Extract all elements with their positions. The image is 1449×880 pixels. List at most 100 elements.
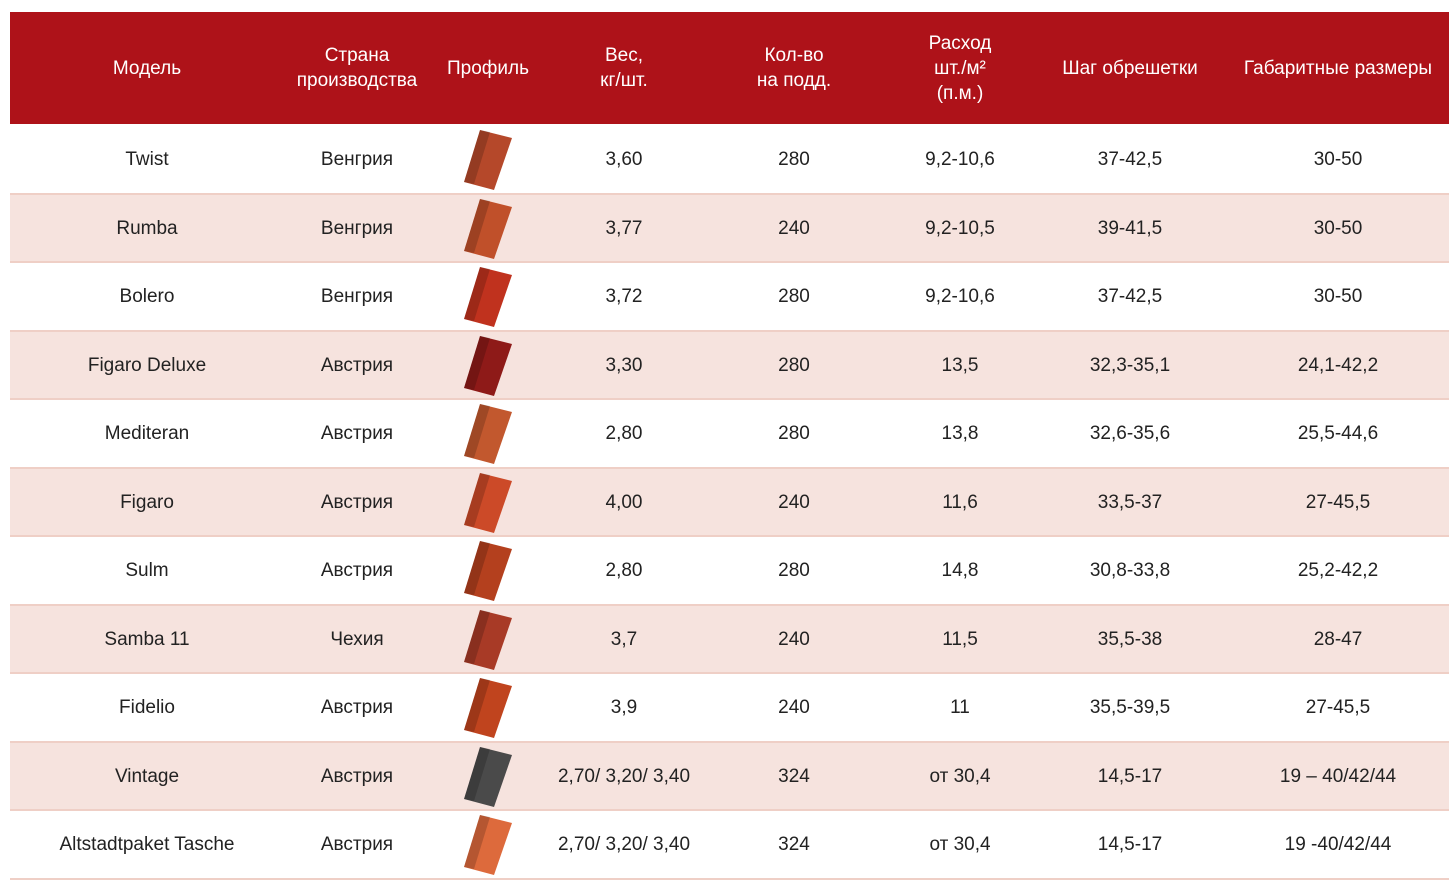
table-cell: 30-50 <box>1223 126 1449 195</box>
tile-icon <box>460 402 516 466</box>
table-cell: Австрия <box>277 469 437 538</box>
table-cell: 35,5-38 <box>1040 606 1220 675</box>
table-cell: 280 <box>714 400 874 469</box>
table-cell: Figaro Deluxe <box>17 332 277 401</box>
header-text: шт./м² <box>934 56 986 81</box>
table-cell: 280 <box>714 126 874 195</box>
table-cell: 3,7 <box>539 606 709 675</box>
tile-icon <box>460 471 516 535</box>
table-cell: 240 <box>714 469 874 538</box>
header-text: Шаг обрешетки <box>1062 56 1198 81</box>
header-text: Модель <box>113 56 181 81</box>
tile-icon <box>460 745 516 809</box>
table-cell: 2,70/ 3,20/ 3,40 <box>539 811 709 880</box>
table-cell: 11,6 <box>880 469 1040 538</box>
page: Модель Странапроизводства Профиль Вес,кг/шт… <box>0 0 1449 871</box>
header-text: производства <box>297 68 418 93</box>
table-cell: Австрия <box>277 811 437 880</box>
table-cell: 39-41,5 <box>1040 195 1220 264</box>
tile-icon <box>460 539 516 603</box>
table-cell: 30-50 <box>1223 195 1449 264</box>
table-cell: 9,2-10,6 <box>880 263 1040 332</box>
table-cell: 14,5-17 <box>1040 743 1220 812</box>
tile-icon <box>460 676 516 740</box>
table-cell: 13,8 <box>880 400 1040 469</box>
header-cell: Шаг обрешетки <box>1040 12 1220 124</box>
table-cell: 2,80 <box>539 537 709 606</box>
table-cell: 324 <box>714 811 874 880</box>
table-cell: 25,5-44,6 <box>1223 400 1449 469</box>
table-cell: 33,5-37 <box>1040 469 1220 538</box>
table-cell: Чехия <box>277 606 437 675</box>
table-cell: 32,3-35,1 <box>1040 332 1220 401</box>
table-cell: Altstadtpaket Tasche <box>17 811 277 880</box>
table-cell: 3,77 <box>539 195 709 264</box>
header-cell: Профиль <box>438 12 538 124</box>
table-cell: Австрия <box>277 332 437 401</box>
tile-icon <box>460 265 516 329</box>
table-cell: 280 <box>714 263 874 332</box>
table-cell: от 30,4 <box>880 743 1040 812</box>
table-cell: 280 <box>714 332 874 401</box>
table-cell: 13,5 <box>880 332 1040 401</box>
table-cell: 324 <box>714 743 874 812</box>
header-text: на подд. <box>757 68 831 93</box>
header-text: кг/шт. <box>600 68 648 93</box>
table-cell: Figaro <box>17 469 277 538</box>
table-cell: 32,6-35,6 <box>1040 400 1220 469</box>
table-cell: 35,5-39,5 <box>1040 674 1220 743</box>
table-cell: Twist <box>17 126 277 195</box>
table-cell: Венгрия <box>277 263 437 332</box>
header-cell: Модель <box>17 12 277 124</box>
table-cell: 240 <box>714 674 874 743</box>
table-cell: 37-42,5 <box>1040 126 1220 195</box>
table-cell: 11,5 <box>880 606 1040 675</box>
table-cell: 3,9 <box>539 674 709 743</box>
table-cell: 4,00 <box>539 469 709 538</box>
tile-icon <box>460 334 516 398</box>
table-cell: 3,60 <box>539 126 709 195</box>
table-cell: 19 -40/42/44 <box>1223 811 1449 880</box>
table-cell: Sulm <box>17 537 277 606</box>
table-cell: 19 – 40/42/44 <box>1223 743 1449 812</box>
tile-icon <box>460 813 516 877</box>
table-cell: Венгрия <box>277 126 437 195</box>
header-text: Габаритные размеры <box>1244 56 1432 81</box>
table-cell: Fidelio <box>17 674 277 743</box>
table-cell: 25,2-42,2 <box>1223 537 1449 606</box>
table-cell: Австрия <box>277 674 437 743</box>
tile-icon <box>460 197 516 261</box>
table-cell: 280 <box>714 537 874 606</box>
tile-icon <box>460 128 516 192</box>
header-cell: Габаритные размеры <box>1223 12 1449 124</box>
header-text: (п.м.) <box>937 81 984 106</box>
tile-icon <box>460 608 516 672</box>
table-cell: от 30,4 <box>880 811 1040 880</box>
table-cell: 30,8-33,8 <box>1040 537 1220 606</box>
table-cell: Samba 11 <box>17 606 277 675</box>
table-cell: Австрия <box>277 537 437 606</box>
table-cell: 240 <box>714 195 874 264</box>
table-cell: 28-47 <box>1223 606 1449 675</box>
table-cell: Vintage <box>17 743 277 812</box>
table-cell: Австрия <box>277 743 437 812</box>
table-cell: Bolero <box>17 263 277 332</box>
table-cell: 24,1-42,2 <box>1223 332 1449 401</box>
header-text: Профиль <box>447 56 529 81</box>
table-cell: 9,2-10,6 <box>880 126 1040 195</box>
table-cell: 2,70/ 3,20/ 3,40 <box>539 743 709 812</box>
table-cell: 11 <box>880 674 1040 743</box>
table-cell: 240 <box>714 606 874 675</box>
table-cell: 3,72 <box>539 263 709 332</box>
header-text: Страна <box>325 43 390 68</box>
table-cell: Венгрия <box>277 195 437 264</box>
header-text: Расход <box>929 31 992 56</box>
table-cell: Австрия <box>277 400 437 469</box>
table-cell: Mediteran <box>17 400 277 469</box>
header-text: Вес, <box>605 43 643 68</box>
table-cell: 14,5-17 <box>1040 811 1220 880</box>
table-cell: 14,8 <box>880 537 1040 606</box>
